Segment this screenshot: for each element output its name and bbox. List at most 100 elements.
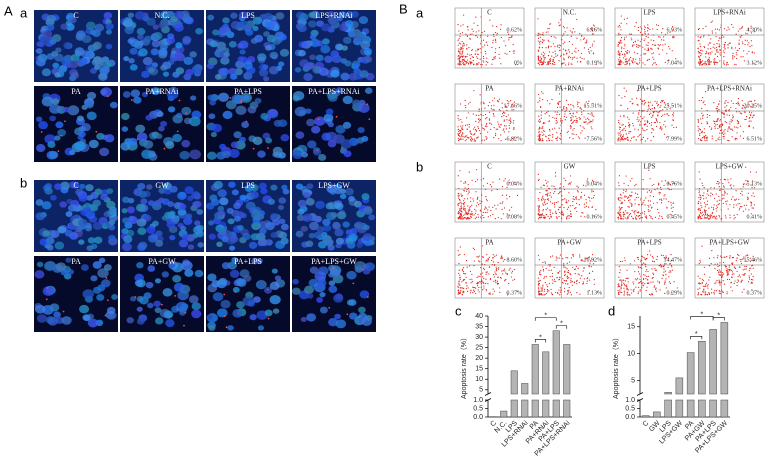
y-tick-label: 20 [475,355,483,362]
event-dot [727,273,730,275]
event-dot [661,199,663,201]
event-dot [660,129,663,131]
event-dot [556,137,558,139]
event-dot [701,279,704,281]
event-dot [624,257,626,259]
event-dot [466,218,468,220]
event-dot [701,97,704,99]
event-dot [666,113,668,115]
nucleus [307,140,317,149]
nucleus [103,11,113,20]
event-dot [487,35,489,37]
nucleus [50,230,60,239]
event-dot [548,282,550,285]
event-dot [738,274,741,276]
event-dot [653,286,655,288]
event-dot [656,208,659,210]
nucleus [239,269,250,278]
event-dot [471,211,473,213]
event-dot [649,214,651,216]
event-dot [636,90,639,92]
event-dot [505,106,508,108]
event-dot [657,115,659,117]
event-dot [642,282,644,284]
nucleus [154,317,164,325]
nucleus [216,41,227,50]
event-dot [669,282,672,285]
event-dot [482,46,484,48]
nucleus [169,185,178,193]
speck [240,99,243,102]
nucleus [309,221,319,231]
event-dot [658,281,661,283]
nucleus [191,65,201,74]
event-dot [505,278,507,281]
speck [104,314,107,317]
event-dot [668,257,670,259]
event-dot [477,63,479,65]
event-dot [643,25,646,27]
nucleus [318,67,329,76]
event-dot [669,213,671,215]
event-dot [623,189,625,191]
nucleus [128,58,135,64]
event-dot [698,28,700,30]
event-dot [738,43,740,45]
event-dot [582,212,584,214]
event-dot [619,211,622,214]
event-dot [463,279,466,281]
event-dot [488,111,491,113]
speck [57,150,60,153]
event-dot [563,274,566,277]
nucleus [314,116,326,126]
event-dot [470,133,472,135]
event-dot [578,274,580,276]
event-dot [625,58,627,60]
speck [105,276,108,279]
event-dot [559,191,561,193]
event-dot [741,26,744,28]
event-dot [475,35,477,37]
nucleus [227,261,237,270]
event-dot [542,38,544,41]
event-dot [542,270,545,272]
nucleus [214,74,222,80]
event-dot [702,285,704,287]
event-dot [741,41,744,43]
event-dot [551,275,553,277]
event-dot [626,216,629,218]
event-dot [580,197,582,199]
event-dot [540,91,543,93]
event-dot [572,28,574,30]
event-dot [479,209,481,211]
event-dot [584,206,586,208]
nucleus [332,222,341,230]
nucleus [76,115,84,122]
event-dot [484,211,486,213]
nucleus [129,47,138,55]
event-dot [513,137,516,139]
nucleus [361,317,372,326]
event-dot [729,217,731,219]
nucleus [43,261,56,272]
event-dot [752,255,754,257]
event-dot [734,280,736,282]
event-dot [500,257,502,259]
event-dot [698,282,700,284]
event-dot [716,200,718,202]
event-dot [716,111,718,113]
event-dot [545,47,547,49]
nucleus [327,139,337,148]
nucleus [90,67,98,74]
event-dot [624,137,626,140]
event-dot [622,212,625,214]
event-dot [644,274,646,276]
event-dot [698,52,700,54]
nucleus [197,242,204,248]
event-dot [505,194,508,196]
event-dot [512,279,514,281]
nucleus [324,55,333,63]
event-dot [460,212,462,215]
event-dot [596,291,599,293]
